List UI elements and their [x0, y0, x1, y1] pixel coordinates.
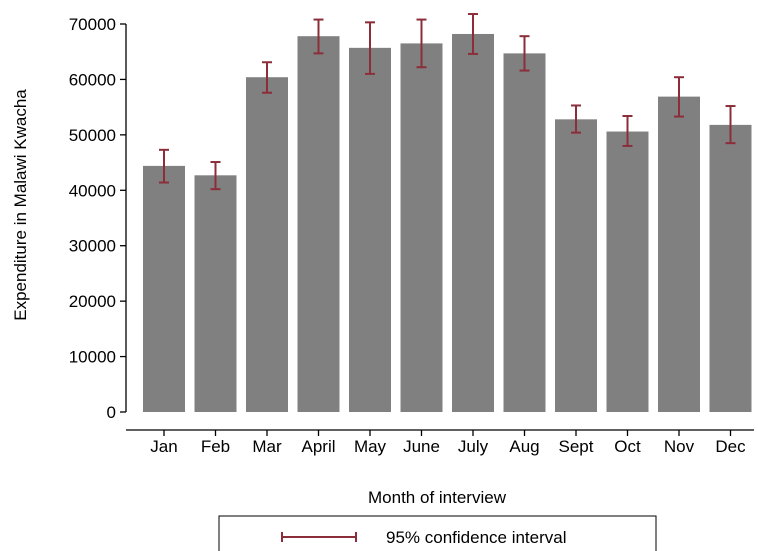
- legend: 95% confidence interval: [218, 515, 657, 551]
- x-axis-label: Month of interview: [368, 488, 507, 507]
- x-tick-label: June: [403, 437, 440, 456]
- legend-ci-marker: [281, 532, 357, 542]
- bar-july: [452, 33, 494, 412]
- y-tick-label: 70000: [69, 15, 116, 34]
- bar-april: [297, 36, 340, 413]
- bar-feb: [194, 175, 237, 412]
- x-tick-label: Sept: [559, 437, 594, 456]
- bar-dec: [709, 124, 752, 412]
- ci-may: [365, 21, 375, 75]
- ci-april: [313, 18, 324, 55]
- legend-label: 95% confidence interval: [386, 528, 567, 547]
- x-tick-label: Dec: [715, 437, 746, 456]
- ci-aug: [519, 35, 530, 72]
- x-tick-label: Aug: [509, 437, 539, 456]
- bar-nov: [658, 96, 700, 413]
- y-tick-label: 40000: [69, 181, 116, 200]
- x-tick-label: July: [458, 437, 489, 456]
- y-tick-label: 50000: [69, 126, 116, 145]
- ci-july: [468, 13, 478, 55]
- y-tick-label: 30000: [69, 237, 116, 256]
- ci-jan: [159, 148, 169, 184]
- ci-feb: [210, 161, 221, 191]
- bar-oct: [606, 131, 649, 412]
- y-tick-label: 20000: [69, 292, 116, 311]
- bar-jan: [143, 165, 185, 412]
- y-tick-label: 60000: [69, 70, 116, 89]
- x-tick-label: April: [301, 437, 335, 456]
- x-tick-label: Oct: [614, 437, 641, 456]
- ci-oct: [622, 115, 633, 147]
- x-tick-label: Nov: [664, 437, 695, 456]
- ci-nov: [674, 76, 684, 118]
- ci-mar: [262, 61, 272, 94]
- x-axis: Jan Feb Mar April May June July Aug Sept Oct Nov De…: [126, 429, 754, 456]
- ci-sept: [571, 104, 581, 134]
- y-tick-label: 10000: [69, 348, 116, 367]
- x-tick-label: Jan: [150, 437, 177, 456]
- x-tick-label: Mar: [252, 437, 282, 456]
- bar-mar: [246, 77, 288, 412]
- bar-aug: [503, 53, 546, 413]
- bar-sept: [555, 119, 597, 412]
- bar-june: [400, 43, 443, 413]
- y-tick-label: 0: [107, 403, 116, 422]
- x-tick-label: Feb: [201, 437, 230, 456]
- x-tick-label: May: [354, 437, 387, 456]
- ci-june: [416, 18, 427, 69]
- y-axis-label: Expenditure in Malawi Kwacha: [11, 89, 30, 321]
- bar-may: [349, 47, 391, 412]
- y-axis: 0 10000 20000 30000 40000 50000 60000 70000: [69, 15, 127, 422]
- x-ticks: Jan Feb Mar April May June July Aug Sept Oct Nov De…: [150, 430, 746, 456]
- confidence-intervals: [159, 13, 736, 191]
- bars: [143, 33, 752, 413]
- ci-dec: [725, 105, 736, 145]
- legend-box: [218, 515, 657, 551]
- y-ticks: 0 10000 20000 30000 40000 50000 60000 70000: [69, 15, 126, 422]
